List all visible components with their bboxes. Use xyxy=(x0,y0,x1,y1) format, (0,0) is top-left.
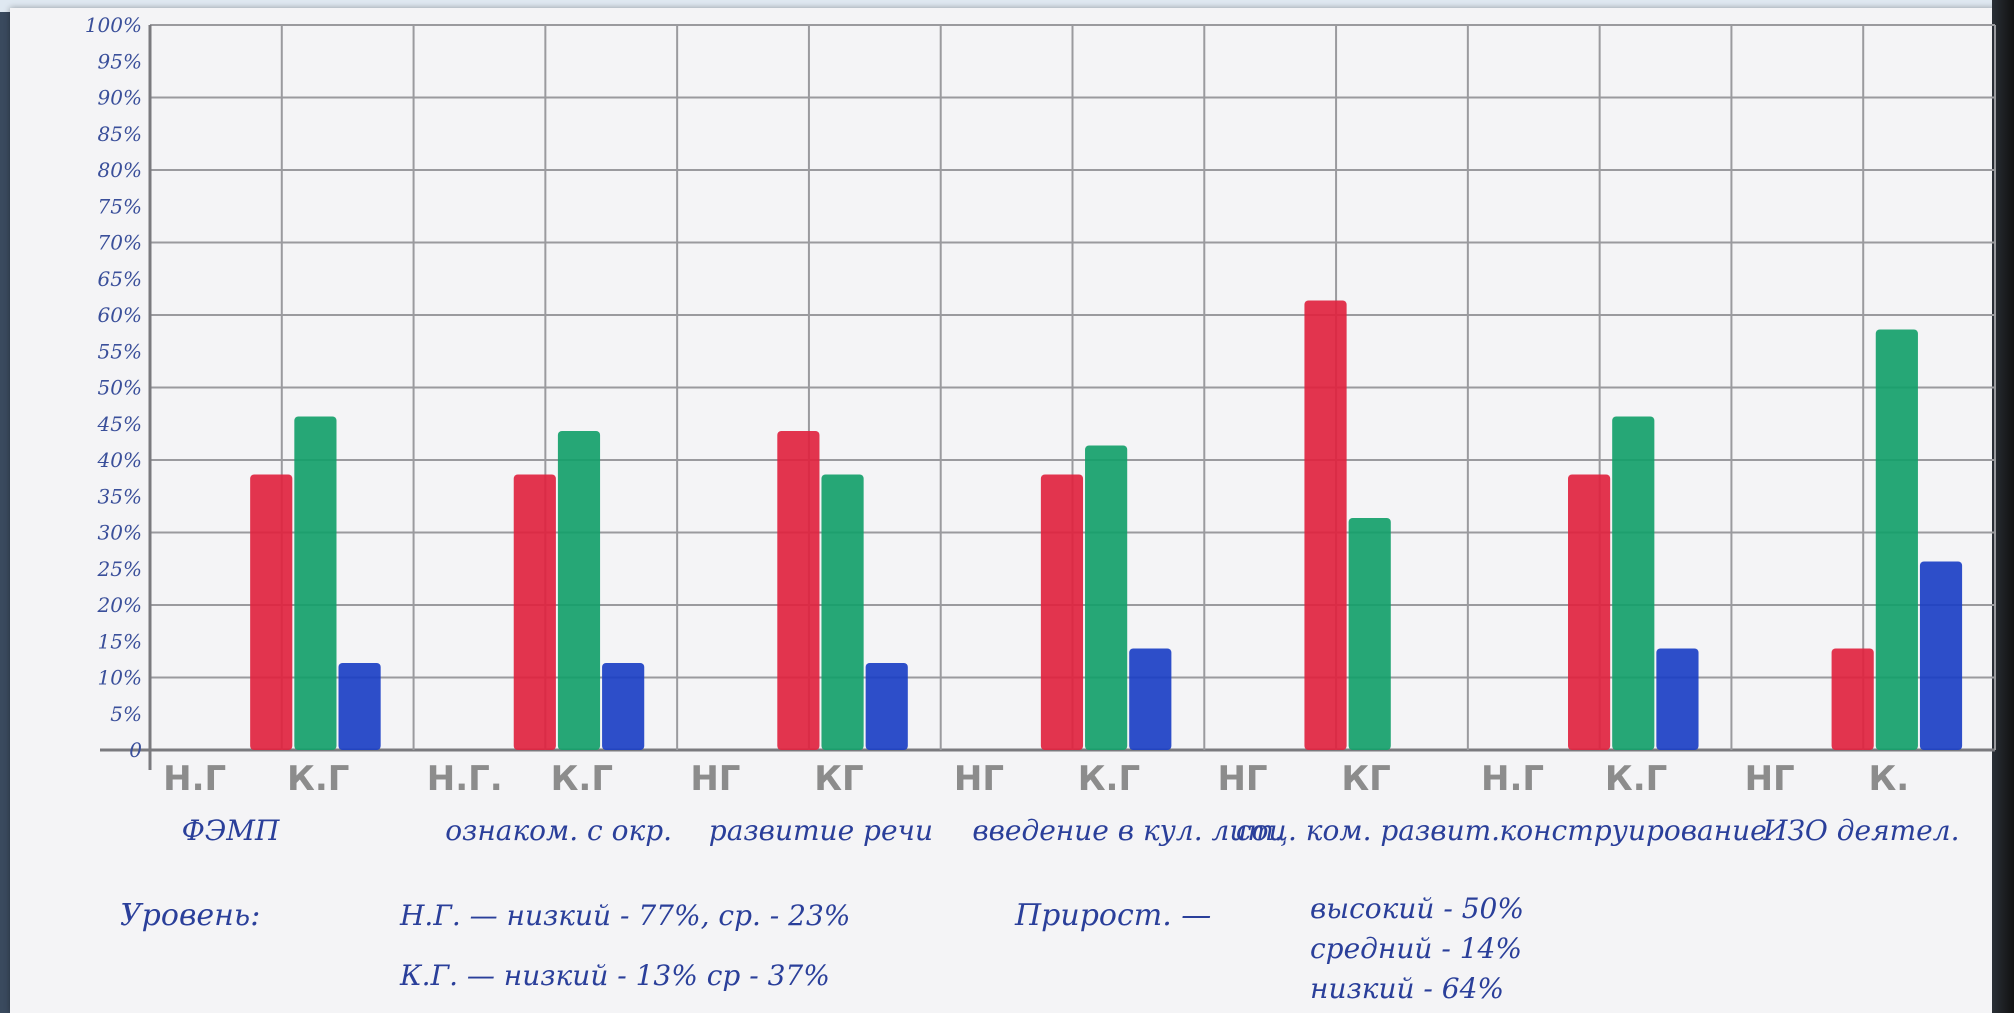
y-tick-label: 25% xyxy=(97,557,142,581)
y-tick-label: 65% xyxy=(98,267,142,291)
growth-label: Прирост. — xyxy=(1014,898,1211,933)
graph-paper xyxy=(10,8,1995,1013)
y-tick-label: 75% xyxy=(98,194,142,218)
photo-edge xyxy=(1992,0,2014,1013)
bar-blue xyxy=(865,663,908,750)
growth-low: низкий - 64% xyxy=(1310,972,1504,1005)
y-tick-label: 40% xyxy=(97,448,142,472)
bar-blue xyxy=(1129,648,1172,750)
y-tick-label: 90% xyxy=(98,86,142,110)
group-label-ng: Н.Г. xyxy=(427,759,503,799)
group-label-ng: НГ xyxy=(1217,759,1267,799)
bars xyxy=(250,300,1963,750)
group-label-kg: КГ xyxy=(1341,759,1390,799)
y-axis-ticks: 0 5% 10% 15% 20% 25% 30% 35% 40% 45% 50% 55% 60% 65% 7… xyxy=(85,13,142,762)
y-tick-label: 50% xyxy=(98,376,142,400)
group-label-kg: КГ xyxy=(814,759,863,799)
category-label: ФЭМП xyxy=(182,814,280,847)
y-tick-label: 95% xyxy=(98,49,142,73)
y-tick-label: 30% xyxy=(98,521,142,545)
y-tick-label: 60% xyxy=(98,303,142,327)
group-labels: Н.Г К.Г Н.Г. К.Г НГ КГ НГ К.Г НГ КГ Н.Г К.Г НГ К. xyxy=(163,759,1909,799)
group-label-kg: К.Г xyxy=(1078,759,1140,799)
y-tick-label: 55% xyxy=(98,339,142,363)
bar-red xyxy=(1040,474,1084,750)
bar-blue xyxy=(1919,561,1963,750)
category-label: введение в кул. лит. xyxy=(972,814,1283,847)
category-label: развитие речи xyxy=(709,814,933,847)
level-label: Уровень: xyxy=(120,898,260,933)
bar-blue xyxy=(338,663,381,750)
growth-high: высокий - 50% xyxy=(1310,892,1524,925)
kg-summary: К.Г. — низкий - 13% ср - 37% xyxy=(399,959,830,992)
bar-red xyxy=(1831,648,1874,750)
bar-red xyxy=(250,474,293,750)
category-label: конструирование xyxy=(1499,814,1766,847)
group-label-ng: Н.Г xyxy=(163,759,226,799)
y-tick-label: 20% xyxy=(97,593,142,617)
y-tick-label: 0 xyxy=(129,738,142,762)
y-tick-label: 10% xyxy=(98,666,142,690)
bar-red xyxy=(513,474,556,750)
ng-summary: Н.Г. — низкий - 77%, ср. - 23% xyxy=(399,899,850,932)
bar-green xyxy=(1348,518,1391,750)
y-tick-label: 80% xyxy=(98,158,142,182)
bar-red xyxy=(1568,474,1611,750)
bar-green xyxy=(294,416,337,750)
annotations: Уровень: Н.Г. — низкий - 77%, ср. - 23% … xyxy=(120,892,1524,1005)
group-label-kg: К.Г xyxy=(551,759,613,799)
bar-blue xyxy=(602,663,645,750)
group-label-ng: НГ xyxy=(1745,759,1795,799)
bar-green xyxy=(1875,329,1918,750)
bar-blue xyxy=(1656,648,1699,750)
y-tick-label: 35% xyxy=(98,484,142,508)
group-label-kg: К. xyxy=(1868,759,1909,799)
group-label-ng: НГ xyxy=(690,759,740,799)
y-tick-label: 70% xyxy=(98,231,142,255)
y-tick-label: 15% xyxy=(98,629,142,653)
bar-green xyxy=(1085,445,1128,750)
y-tick-label: 100% xyxy=(85,13,142,37)
group-label-ng: Н.Г xyxy=(1481,759,1544,799)
growth-mid: средний - 14% xyxy=(1310,932,1522,965)
bar-green xyxy=(557,431,601,750)
y-tick-label: 85% xyxy=(98,122,142,146)
y-tick-label: 5% xyxy=(110,702,142,726)
bar-green xyxy=(1612,416,1655,750)
group-label-ng: НГ xyxy=(954,759,1004,799)
group-label-kg: К.Г xyxy=(287,759,349,799)
category-label: соц. ком. развит. xyxy=(1236,814,1500,847)
bar-green xyxy=(821,474,864,750)
bar-red xyxy=(777,431,820,750)
y-tick-label: 45% xyxy=(97,412,142,436)
category-labels: ФЭМП ознаком. с окр. развитие речи введение… xyxy=(182,814,1960,847)
category-label: ознаком. с окр. xyxy=(445,814,672,847)
bar-red xyxy=(1304,300,1347,750)
category-label: ИЗО деятел. xyxy=(1762,814,1959,847)
group-label-kg: К.Г xyxy=(1605,759,1667,799)
